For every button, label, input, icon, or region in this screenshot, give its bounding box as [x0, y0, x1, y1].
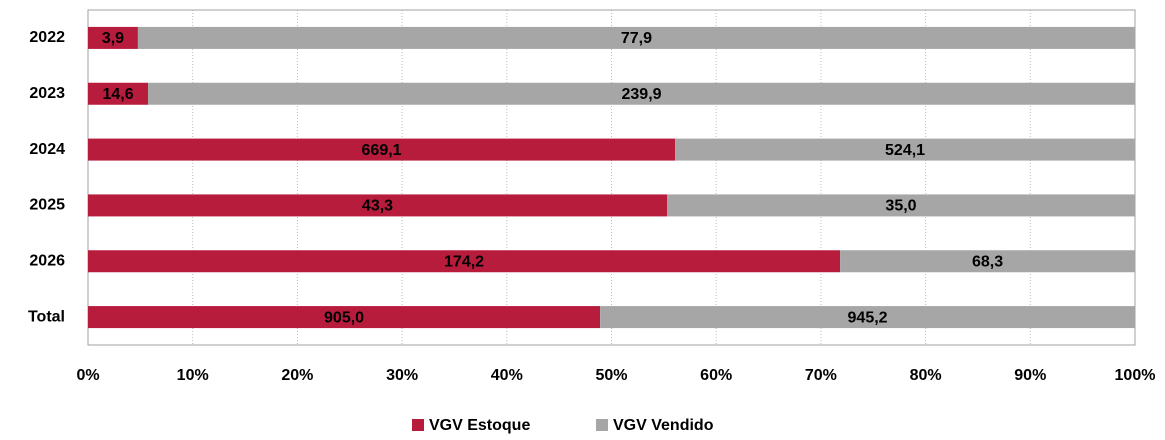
- x-tick-label: 40%: [491, 367, 523, 384]
- bar-segment: [88, 306, 601, 329]
- data-label: 14,6: [102, 86, 133, 103]
- y-tick-label: Total: [28, 308, 65, 325]
- bar-segment: [137, 26, 1135, 49]
- y-tick-label: 2025: [29, 197, 65, 214]
- data-label: 239,9: [622, 86, 662, 103]
- x-tick-label: 50%: [595, 367, 627, 384]
- data-label: 3,9: [102, 30, 124, 47]
- bar-segment: [88, 194, 667, 217]
- x-tick-label: 30%: [386, 367, 418, 384]
- data-label: 669,1: [362, 142, 402, 159]
- x-tick-label: 60%: [700, 367, 732, 384]
- legend-label: VGV Estoque: [429, 417, 530, 434]
- x-tick-label: 90%: [1014, 367, 1046, 384]
- bar-segment: [88, 26, 138, 49]
- data-label: 35,0: [885, 198, 916, 215]
- y-tick-label: 2023: [29, 85, 65, 102]
- y-tick-label: 2026: [29, 252, 65, 269]
- legend-label: VGV Vendido: [613, 417, 714, 434]
- legend-swatch: [596, 419, 608, 431]
- bar-segment: [600, 306, 1135, 329]
- bar-segment: [88, 250, 841, 273]
- plot-border: [87, 9, 1136, 346]
- bar-segment: [88, 138, 676, 161]
- x-tick-label: 0%: [76, 367, 99, 384]
- data-label: 77,9: [621, 30, 652, 47]
- data-label: 43,3: [362, 198, 393, 215]
- x-tick-label: 70%: [805, 367, 837, 384]
- bar-segment: [88, 82, 149, 105]
- bar-segment: [148, 82, 1135, 105]
- bar-segment: [840, 250, 1135, 273]
- bar-segment: [675, 138, 1135, 161]
- x-tick-label: 100%: [1115, 367, 1156, 384]
- legend-swatch: [412, 419, 424, 431]
- data-label: 174,2: [444, 253, 484, 270]
- data-label: 524,1: [885, 142, 925, 159]
- data-label: 905,0: [324, 309, 364, 326]
- data-label: 68,3: [972, 253, 1003, 270]
- x-tick-label: 80%: [910, 367, 942, 384]
- x-tick-label: 20%: [281, 367, 313, 384]
- data-label: 945,2: [848, 309, 888, 326]
- x-tick-label: 10%: [177, 367, 209, 384]
- y-tick-label: 2024: [29, 141, 65, 158]
- y-tick-label: 2022: [29, 29, 65, 46]
- bar-segment: [666, 194, 1135, 217]
